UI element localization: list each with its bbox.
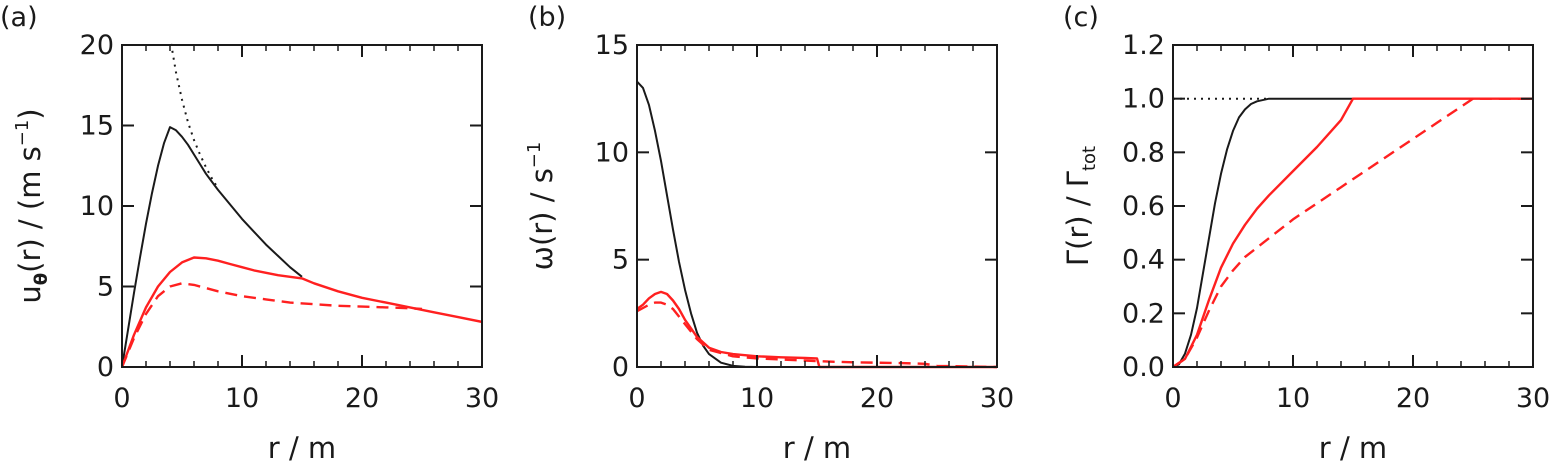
panel-a-xtick-label: 10 [225,383,259,414]
panel-b-ylabel: ω(r) / s−1 [524,142,559,271]
panel-c-xlabel: r / m [1319,431,1387,465]
panel-a-ylabel-part1: u [13,285,47,303]
panel-b-ytick-label: 5 [612,245,629,276]
panel-a-ylabel-sup: −1 [12,120,33,147]
panel-b-xtick-label: 30 [980,383,1014,414]
panel-b-ticks: 0 10 20 30 0 5 10 15 [595,30,1015,414]
panel-a-ytick-label: 20 [80,30,114,61]
panel-c-ytick-label: 0.2 [1122,298,1165,329]
panel-c-ylabel: Γ(r) / Γtot [1061,146,1100,266]
panel-c-frame [1172,44,1534,368]
panel-a-xtick-label: 30 [465,383,499,414]
panel-b-xlabel: r / m [783,431,851,465]
panel-a-series-1-black-dotted [170,43,219,189]
panel-c-ylabel-part1: Γ(r) / Γ [1061,171,1095,266]
panel-b-ytick-label: 10 [595,137,629,168]
panel-a-ylabel-part3: ) [13,108,47,119]
panel-a-xtick-label: 0 [113,383,130,414]
panel-c-label: (c) [1063,2,1099,33]
panel-a-plot-area [122,43,482,368]
panel-c-series-4-red-dashed [1173,97,1533,368]
panel-b-ytick-label: 15 [595,30,629,61]
panel-a-series-2-black-solid [122,126,303,368]
panel-c-xtick-label: 0 [1164,383,1181,414]
panel-b-xtick-label: 10 [740,383,774,414]
panel-a-ytick-label: 5 [97,272,114,303]
panel-b-series-1-black-solid [637,80,758,368]
panel-a-ylabel-sub: θ [31,273,52,285]
panel-c: (c) 0 10 20 30 0.0 0.2 0.4 0.6 0.8 1.0 1.2 r / m Γ… [1061,2,1550,465]
panel-c-ytick-label: 1.2 [1122,30,1165,61]
panel-b-plot-area [637,80,997,369]
panel-a-label: (a) [0,2,38,33]
panel-b-ylabel-sup: −1 [524,142,545,169]
panel-b-label: (b) [528,2,566,33]
panel-c-ytick-label: 1.0 [1122,84,1165,115]
panel-b: (b) 0 10 20 30 0 5 10 15 r / m ω(r) / s−1 [524,2,1014,465]
panel-a-ylabel-part2: (r) / (m s [13,146,47,273]
panel-a-xlabel: r / m [268,431,336,465]
panel-c-ylabel-sub: tot [1079,146,1100,171]
panel-a-ytick-label: 15 [80,111,114,142]
panel-c-ytick-label: 0.4 [1122,245,1165,276]
panel-b-frame [636,44,998,368]
panel-c-ytick-label: 0.8 [1122,137,1165,168]
panel-c-xtick-label: 20 [1396,383,1430,414]
panel-a-ytick-label: 0 [97,352,114,383]
panel-a-series-4-red-dashed [122,282,423,368]
panel-a-xtick-label: 20 [345,383,379,414]
panel-b-xtick-label: 0 [628,383,645,414]
panel-a: (a) 0 10 20 30 0 5 10 15 20 r / m uθ(r) / (m s−1… [0,2,499,465]
panel-b-ylabel-part1: ω(r) / s [525,168,559,270]
panel-a-ytick-label: 10 [80,191,114,222]
panel-c-xtick-label: 30 [1516,383,1550,414]
panel-c-series-3-red-solid [1173,97,1533,368]
panel-b-ytick-label: 0 [612,352,629,383]
panel-c-ytick-label: 0.0 [1122,352,1165,383]
panel-a-series-3-red-solid [122,256,482,368]
panel-c-ticks: 0 10 20 30 0.0 0.2 0.4 0.6 0.8 1.0 1.2 [1122,30,1550,414]
panel-a-frame [121,44,483,368]
panel-a-ticks: 0 10 20 30 0 5 10 15 20 [80,30,500,414]
panel-c-series-2-black-solid [1173,97,1353,368]
panel-b-xtick-label: 20 [860,383,894,414]
panel-c-xtick-label: 10 [1276,383,1310,414]
panel-a-ylabel: uθ(r) / (m s−1) [12,108,52,303]
panel-c-ytick-label: 0.6 [1122,191,1165,222]
panel-b-series-2-red-solid [637,290,997,369]
panel-c-plot-area [1173,97,1533,368]
panel-b-series-3-red-dashed [637,301,997,369]
